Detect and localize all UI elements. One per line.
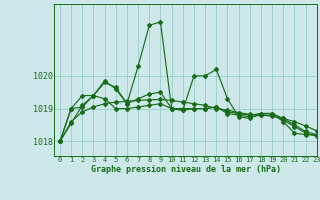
X-axis label: Graphe pression niveau de la mer (hPa): Graphe pression niveau de la mer (hPa) [91, 165, 281, 174]
